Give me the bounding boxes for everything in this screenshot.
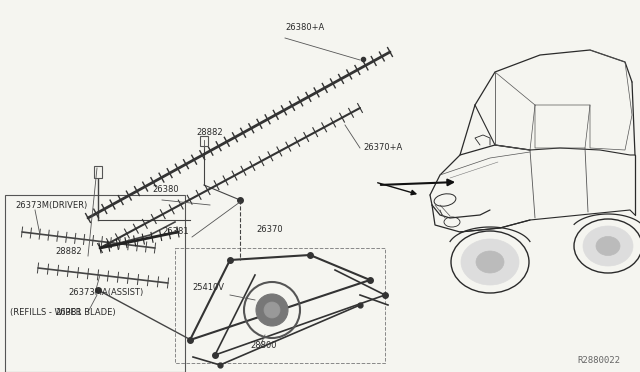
Text: 26380+A: 26380+A — [285, 23, 324, 32]
Bar — [5, 195, 185, 372]
Text: 28800: 28800 — [250, 341, 276, 350]
Ellipse shape — [583, 226, 633, 266]
Text: 26380: 26380 — [152, 185, 179, 194]
Text: 28882: 28882 — [196, 128, 223, 137]
Text: 26381: 26381 — [162, 227, 189, 236]
Text: 25410V: 25410V — [192, 283, 224, 292]
Bar — [175, 248, 385, 363]
Bar — [200, 136, 208, 146]
Ellipse shape — [476, 251, 504, 273]
Text: 26381: 26381 — [55, 308, 82, 317]
Text: (REFILLS - WIPER BLADE): (REFILLS - WIPER BLADE) — [10, 308, 116, 317]
Text: 26370: 26370 — [256, 225, 283, 234]
Bar — [94, 166, 102, 178]
Text: 26373MA(ASSIST): 26373MA(ASSIST) — [68, 288, 143, 297]
Text: 26370+A: 26370+A — [363, 143, 403, 152]
Circle shape — [256, 294, 288, 326]
Ellipse shape — [596, 237, 620, 256]
Text: R2880022: R2880022 — [577, 356, 620, 365]
Text: 26373M(DRIVER): 26373M(DRIVER) — [15, 201, 87, 210]
Text: 28882: 28882 — [55, 247, 82, 256]
Circle shape — [264, 302, 280, 318]
Ellipse shape — [461, 239, 519, 285]
